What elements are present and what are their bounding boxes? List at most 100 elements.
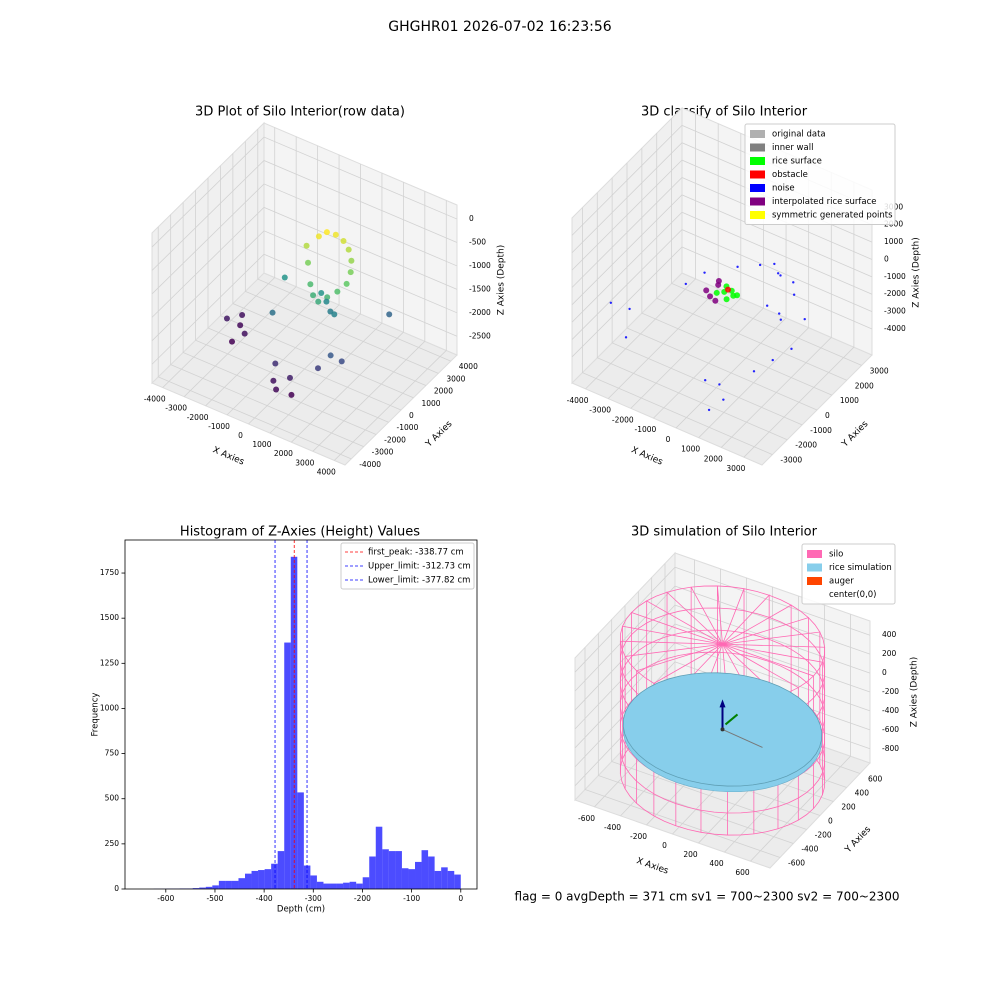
data-point xyxy=(269,309,276,316)
x-tick-label: -600 xyxy=(157,894,174,903)
data-point xyxy=(803,317,806,321)
grid-line xyxy=(641,148,833,396)
x-tick-label: -3000 xyxy=(589,406,611,415)
histogram-bar xyxy=(388,851,396,889)
x-tick-label: 0 xyxy=(666,435,671,444)
legend-frame xyxy=(801,543,896,605)
data-point xyxy=(332,231,339,238)
y-tick-label: 250 xyxy=(105,839,120,848)
data-point xyxy=(315,233,322,240)
z-tick-label: 1000 xyxy=(884,237,903,246)
y-tick-label: 3000 xyxy=(870,366,889,375)
x-tick-label: 1000 xyxy=(252,440,271,449)
grid-line xyxy=(585,113,696,390)
data-point xyxy=(609,301,613,304)
histogram-bar xyxy=(447,870,455,889)
z-axis-label: Z Axies (Depth) xyxy=(910,657,920,728)
y-tick-label: -2000 xyxy=(795,441,817,450)
x-tick-label: -2000 xyxy=(187,413,209,422)
histogram-bar xyxy=(238,878,246,889)
histogram-bar xyxy=(316,881,324,889)
data-point xyxy=(315,365,321,372)
histogram-bar xyxy=(199,887,206,889)
data-point xyxy=(229,338,236,345)
data-point xyxy=(712,297,719,304)
histogram-bar xyxy=(434,870,442,889)
grid-line xyxy=(333,200,447,461)
histogram-bar xyxy=(205,886,213,889)
grid-line xyxy=(195,190,389,423)
grid-line xyxy=(611,177,803,426)
grid-line xyxy=(574,585,871,692)
grid-line xyxy=(170,214,364,448)
histogram-bar xyxy=(362,877,370,889)
y-tick-label: 750 xyxy=(105,749,120,758)
histogram-bar xyxy=(323,883,331,889)
legend-swatch xyxy=(750,211,765,219)
y-tick-label: -1000 xyxy=(810,426,832,435)
histogram-bar xyxy=(225,880,232,889)
grid-line xyxy=(257,129,451,362)
y-tick-label: 4000 xyxy=(459,362,478,371)
data-point xyxy=(752,370,756,373)
histogram-bar xyxy=(192,888,200,889)
x-tick-label: -600 xyxy=(578,814,595,823)
data-point xyxy=(707,293,714,300)
x-tick-label: 4000 xyxy=(317,467,336,476)
data-point xyxy=(707,408,711,412)
x-tick-label: 200 xyxy=(683,850,698,859)
y-tick-label: 0 xyxy=(825,411,830,420)
data-point xyxy=(307,281,314,288)
data-point xyxy=(237,322,244,329)
grid-line xyxy=(183,136,297,397)
data-point xyxy=(315,298,322,305)
legend-label: interpolated rice surface xyxy=(772,197,877,207)
grid-line xyxy=(151,136,458,248)
grid-line xyxy=(571,176,873,288)
histogram-bar xyxy=(421,850,429,889)
x-tick-label: 2000 xyxy=(274,449,293,458)
x-tick-label: -200 xyxy=(354,894,371,903)
z-tick-label: -200 xyxy=(882,687,899,696)
grid-line xyxy=(151,253,458,365)
z-tick-label: -1000 xyxy=(884,272,906,281)
y-tick-label: 1000 xyxy=(421,399,440,408)
z-axis-label: Z Axies (Depth) xyxy=(497,245,507,316)
y-tick-label: 200 xyxy=(841,803,856,812)
data-point xyxy=(771,358,774,362)
z-tick-label: -2000 xyxy=(469,308,491,317)
x-tick-label: 600 xyxy=(735,868,750,877)
data-point xyxy=(334,288,341,295)
legend-label: Lower_limit: -377.82 cm xyxy=(368,576,470,586)
y-tick-label: 2000 xyxy=(855,381,874,390)
histogram-bar xyxy=(251,870,259,889)
y-tick-label: -1000 xyxy=(397,423,419,432)
grid-line xyxy=(157,226,352,460)
data-point xyxy=(272,360,279,367)
legend-label: obstacle xyxy=(772,170,808,180)
z-tick-label: -800 xyxy=(882,744,899,753)
y-tick-label: -3000 xyxy=(780,456,802,465)
y-tick-label: 0 xyxy=(828,817,833,826)
data-point xyxy=(318,289,325,296)
legend-label: Upper_limit: -312.73 cm xyxy=(368,562,471,572)
data-point xyxy=(736,265,739,269)
grid-line xyxy=(626,163,818,411)
data-point xyxy=(723,296,730,303)
legend-swatch xyxy=(750,197,765,206)
data-point xyxy=(305,259,312,266)
histogram-bar xyxy=(349,881,357,889)
data-point xyxy=(323,229,330,236)
x-tick-label: -1000 xyxy=(208,422,230,431)
z-tick-label: -500 xyxy=(469,238,486,247)
data-point xyxy=(270,377,277,384)
histogram-bar xyxy=(258,870,265,889)
histogram-bar xyxy=(284,642,291,889)
histogram-bar xyxy=(441,867,448,889)
z-tick-label: -2000 xyxy=(884,289,906,298)
data-point xyxy=(713,289,720,296)
data-point xyxy=(386,311,393,318)
histogram-bar xyxy=(382,849,389,889)
grid-line xyxy=(584,647,781,858)
y-tick-label: 2000 xyxy=(434,387,453,396)
